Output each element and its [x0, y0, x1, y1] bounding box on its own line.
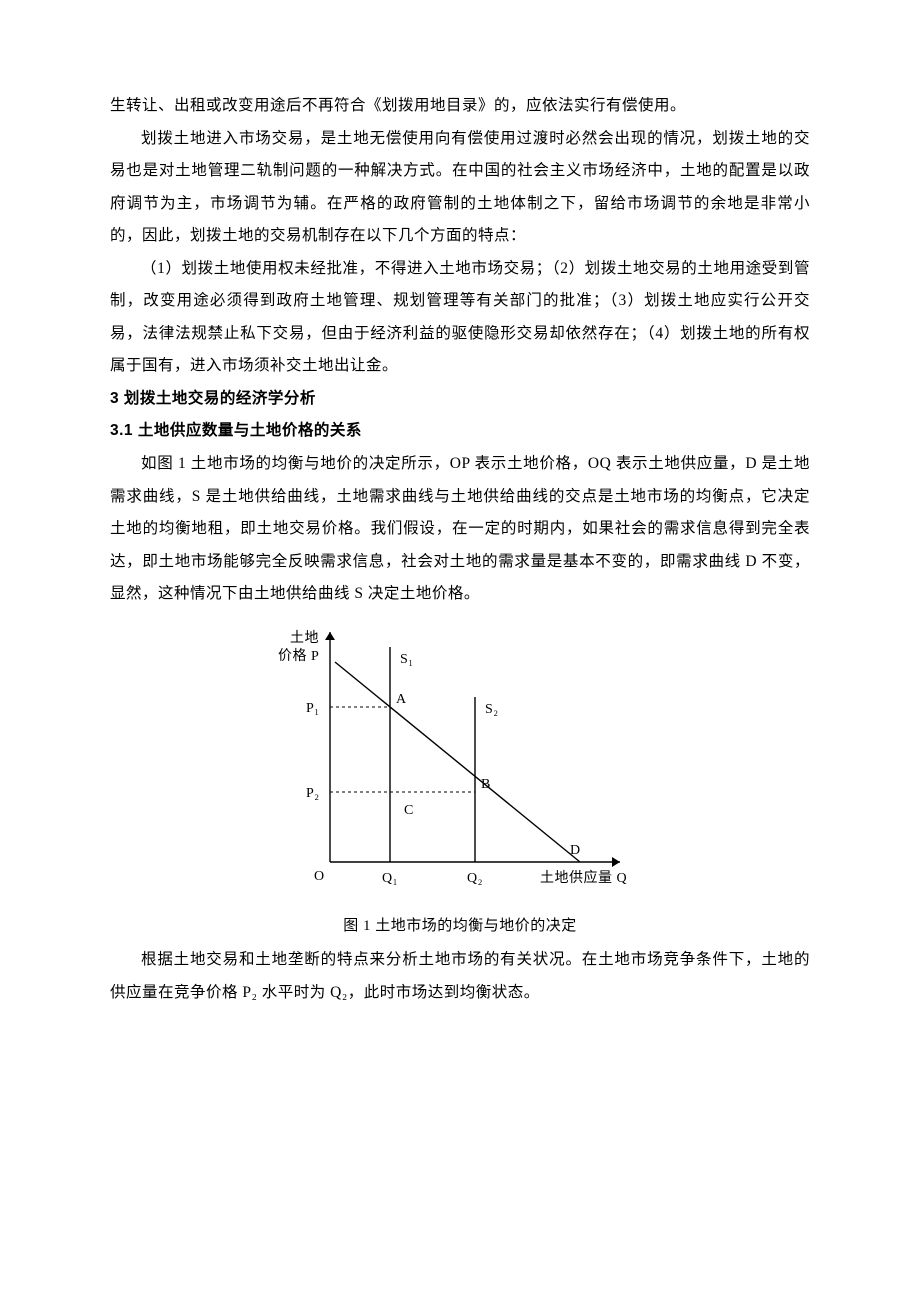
- svg-text:C: C: [404, 803, 414, 818]
- svg-text:A: A: [396, 692, 407, 707]
- svg-text:土地: 土地: [290, 630, 319, 646]
- section-3-heading: 3 划拨土地交易的经济学分析: [110, 383, 810, 416]
- figure-1-svg: 土地价格 P 土地供应量 Q O D S₁ S₂ P₁ P₂ Q₁ Q₂ A B C: [270, 617, 650, 907]
- svg-text:P₁: P₁: [306, 701, 320, 716]
- para-5: 根据土地交易和土地垄断的特点来分析土地市场的有关状况。在土地市场竞争条件下，土地…: [110, 944, 810, 1009]
- svg-text:P₂: P₂: [306, 786, 320, 801]
- figure-1-caption: 图 1 土地市场的均衡与地价的决定: [343, 911, 577, 943]
- svg-text:Q₂: Q₂: [467, 871, 483, 886]
- svg-text:S₁: S₁: [400, 652, 414, 667]
- svg-text:O: O: [314, 869, 325, 884]
- svg-text:S₂: S₂: [485, 702, 499, 717]
- svg-text:价格 P: 价格 P: [278, 648, 319, 664]
- svg-text:Q₁: Q₁: [382, 871, 398, 886]
- para-4: 如图 1 土地市场的均衡与地价的决定所示，OP 表示土地价格，OQ 表示土地供应…: [110, 448, 810, 611]
- svg-text:D: D: [570, 843, 581, 858]
- para-2: 划拨土地进入市场交易，是土地无偿使用向有偿使用过渡时必然会出现的情况，划拨土地的…: [110, 123, 810, 253]
- para-3: （1）划拨土地使用权未经批准，不得进入土地市场交易；（2）划拨土地交易的土地用途…: [110, 253, 810, 383]
- section-3-1-heading: 3.1 土地供应数量与土地价格的关系: [110, 415, 810, 448]
- para-1: 生转让、出租或改变用途后不再符合《划拨用地目录》的，应依法实行有偿使用。: [110, 90, 810, 123]
- svg-text:土地供应量 Q: 土地供应量 Q: [540, 869, 627, 886]
- svg-text:B: B: [481, 777, 491, 792]
- figure-1: 土地价格 P 土地供应量 Q O D S₁ S₂ P₁ P₂ Q₁ Q₂ A B C 图 1 土地市场的…: [110, 617, 810, 943]
